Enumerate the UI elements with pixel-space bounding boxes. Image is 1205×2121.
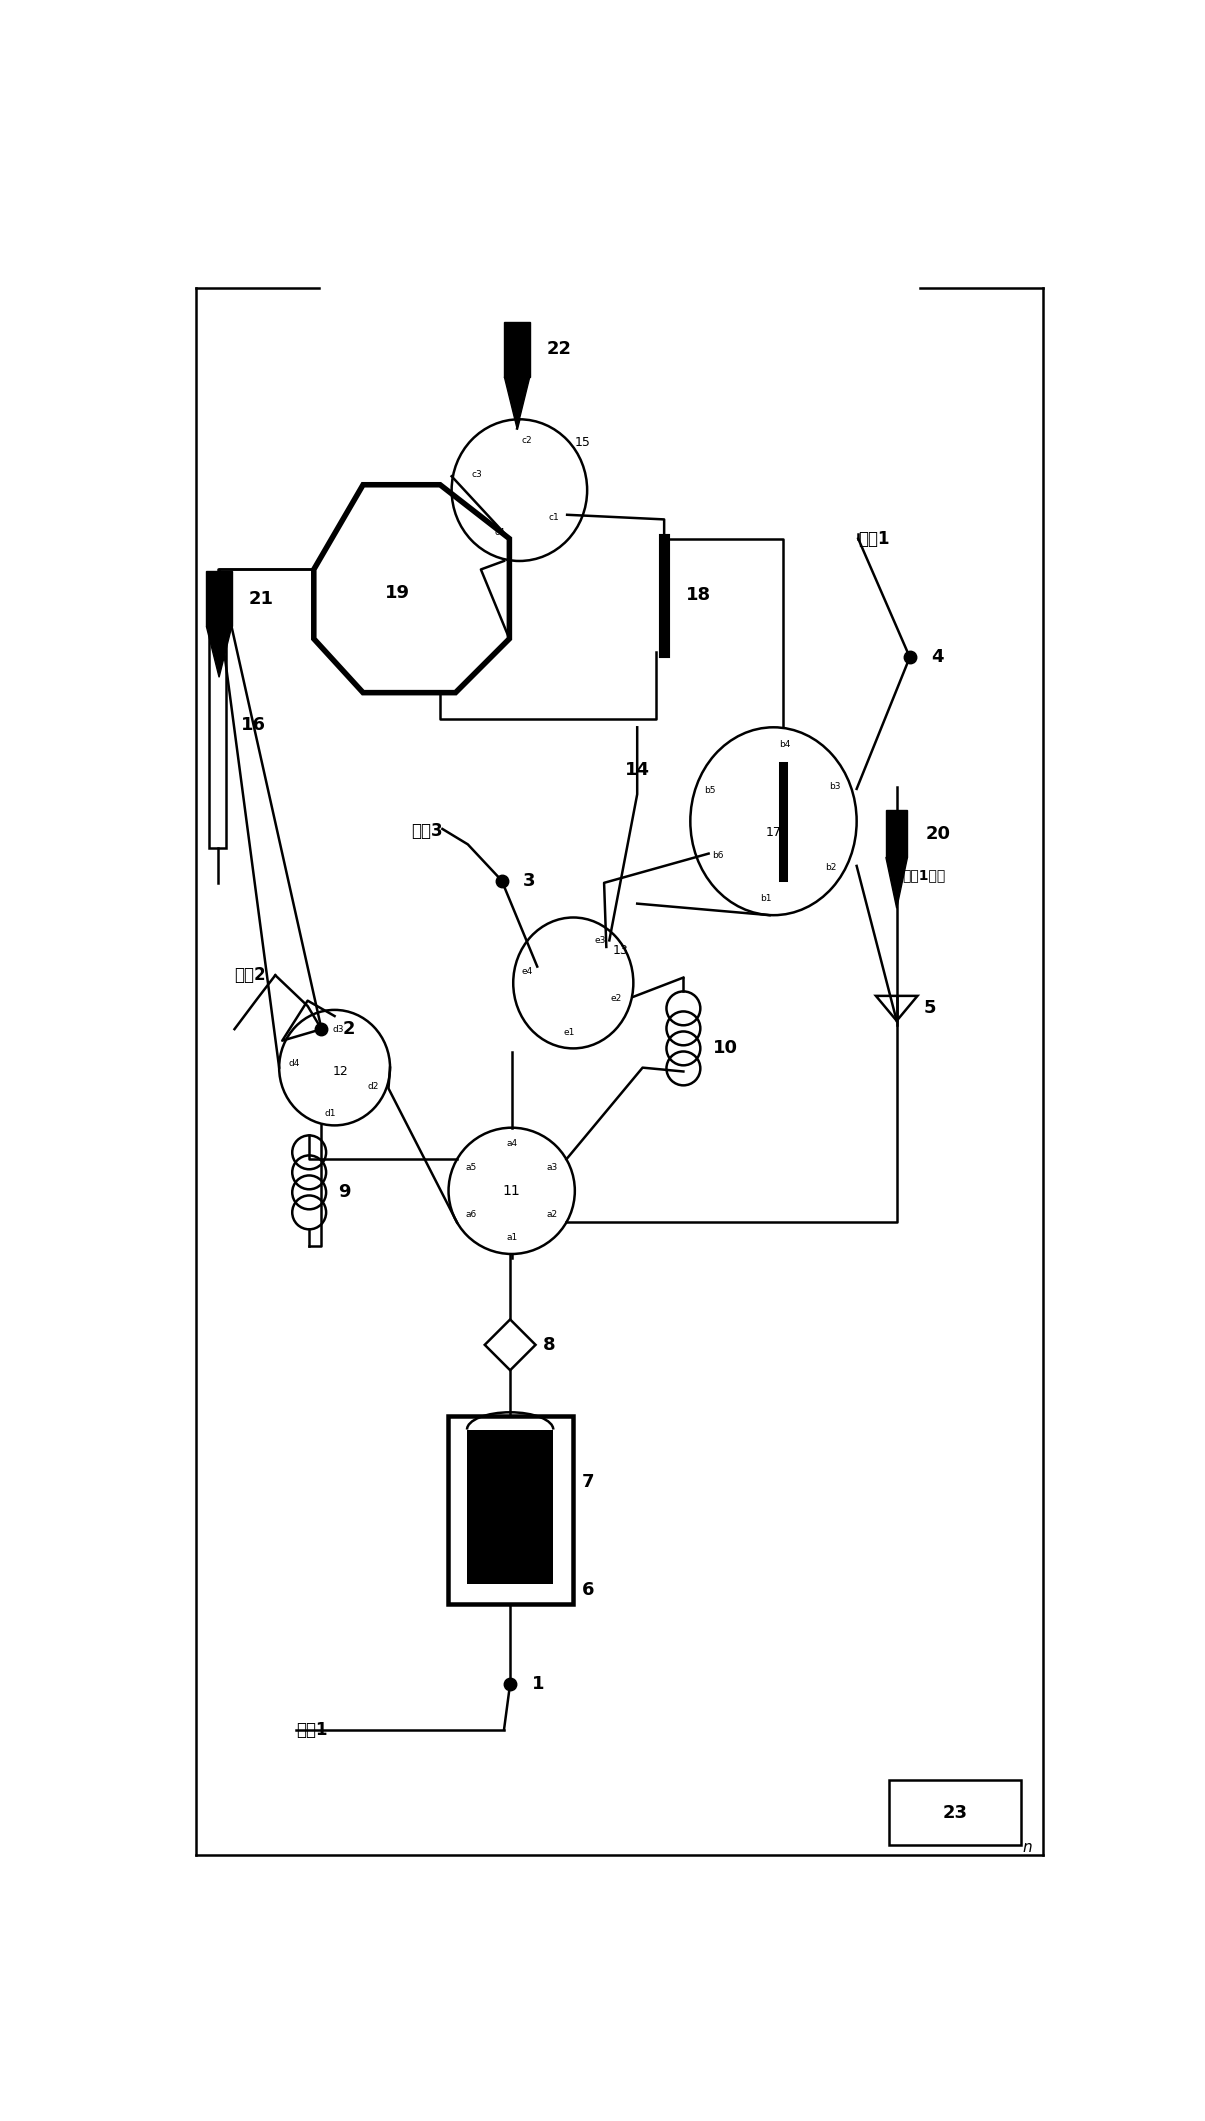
Text: c3: c3	[471, 471, 482, 479]
Text: 17: 17	[765, 827, 781, 840]
Text: b2: b2	[825, 863, 837, 872]
Bar	[210, 602, 227, 848]
Text: b5: b5	[705, 787, 716, 795]
Text: 21: 21	[248, 590, 274, 609]
Text: a1: a1	[506, 1232, 517, 1243]
Text: a3: a3	[547, 1162, 558, 1173]
Polygon shape	[206, 626, 231, 677]
Text: b3: b3	[829, 783, 841, 791]
Text: 22: 22	[546, 339, 571, 358]
Text: 1: 1	[531, 1676, 545, 1693]
Text: e1: e1	[564, 1029, 575, 1037]
Text: d4: d4	[289, 1058, 300, 1069]
Text: c1: c1	[548, 513, 559, 522]
Text: 5: 5	[924, 999, 936, 1018]
Text: 4: 4	[931, 649, 944, 666]
Text: n: n	[1022, 1841, 1031, 1856]
Text: e3: e3	[594, 935, 606, 946]
Text: b1: b1	[760, 893, 771, 904]
Text: a2: a2	[547, 1209, 558, 1220]
Text: 20: 20	[925, 825, 951, 842]
Polygon shape	[886, 857, 907, 908]
Text: c4: c4	[495, 528, 505, 537]
Text: 载气3: 载气3	[412, 823, 443, 840]
Text: 11: 11	[502, 1184, 521, 1198]
Bar	[505, 322, 530, 378]
Text: d3: d3	[333, 1024, 345, 1033]
Text: 23: 23	[942, 1803, 968, 1822]
Text: e4: e4	[522, 967, 533, 976]
Text: 14: 14	[624, 761, 649, 778]
Text: a4: a4	[506, 1139, 517, 1147]
Text: 12: 12	[333, 1065, 348, 1077]
Text: 载气1: 载气1	[296, 1720, 328, 1739]
Bar	[206, 571, 231, 626]
Text: 18: 18	[686, 585, 711, 604]
Bar	[448, 1415, 572, 1603]
Polygon shape	[505, 378, 530, 428]
Bar	[468, 1430, 553, 1584]
Text: 3: 3	[523, 872, 536, 889]
Text: 7: 7	[582, 1472, 594, 1491]
Text: 载气1出口: 载气1出口	[903, 867, 946, 882]
Bar	[889, 1780, 1022, 1845]
Bar	[886, 810, 907, 857]
Text: 8: 8	[542, 1336, 556, 1353]
Text: 19: 19	[384, 583, 410, 602]
Text: c2: c2	[522, 435, 533, 445]
Text: 载气2: 载气2	[235, 967, 266, 984]
Text: 9: 9	[339, 1184, 351, 1200]
Text: 10: 10	[712, 1039, 737, 1058]
Text: e2: e2	[610, 995, 622, 1003]
Text: d1: d1	[325, 1109, 336, 1118]
Text: 载气1: 载气1	[858, 530, 889, 547]
Text: d2: d2	[368, 1082, 378, 1092]
Text: a5: a5	[465, 1162, 477, 1173]
Text: b4: b4	[780, 740, 790, 749]
Text: 13: 13	[613, 944, 629, 957]
Text: 6: 6	[582, 1582, 594, 1599]
Text: a6: a6	[465, 1209, 477, 1220]
Text: 16: 16	[241, 717, 266, 734]
Text: b6: b6	[712, 851, 724, 861]
Text: 2: 2	[343, 1020, 355, 1037]
Text: 15: 15	[575, 437, 590, 450]
